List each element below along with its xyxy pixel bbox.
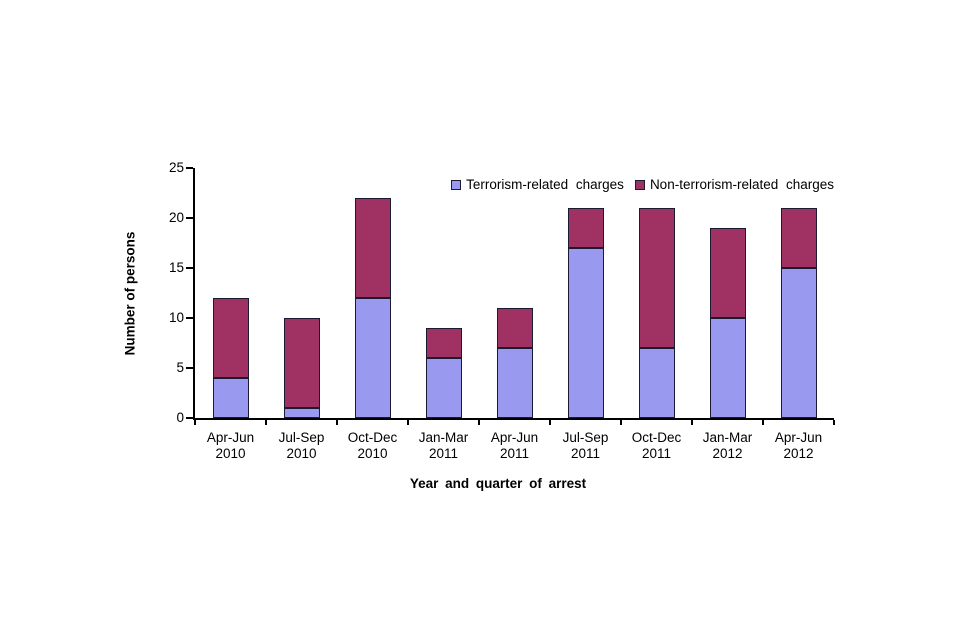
- y-tick-label: 25: [168, 160, 184, 175]
- bar-segment-terrorism: [567, 248, 604, 418]
- plot-area: 0 5 10 15 20 25 Apr-Jun 2010 Jul-Sep 2010 Oct-D…: [169, 160, 835, 461]
- stacked-bar: [496, 308, 533, 418]
- x-tick-mark: [762, 420, 764, 425]
- bar-segment-non-terrorism: [212, 298, 249, 378]
- bar-segment-terrorism: [212, 378, 249, 418]
- stacked-bar: [212, 298, 249, 418]
- bar-segment-non-terrorism: [567, 208, 604, 248]
- stacked-bar: [425, 328, 462, 418]
- x-tick-mark: [833, 420, 835, 425]
- x-tick-mark: [620, 420, 622, 425]
- legend-entry-terrorism: Terrorism-related charges: [451, 177, 624, 192]
- x-tick-mark: [265, 420, 267, 425]
- legend-label-non-terrorism: Non-terrorism-related charges: [649, 177, 834, 192]
- legend-marker-terrorism: [451, 179, 462, 190]
- y-tick-label: 20: [168, 210, 184, 225]
- bar-segment-terrorism: [496, 348, 533, 418]
- y-tick-mark: [186, 217, 193, 219]
- x-tick-mark: [549, 420, 551, 425]
- x-category-label: Oct-Dec 2011: [631, 430, 682, 461]
- x-tick-mark: [691, 420, 693, 425]
- y-tick-label: 15: [168, 260, 184, 275]
- x-category-label: Jan-Mar 2012: [702, 430, 753, 461]
- x-category-label: Apr-Jun 2011: [490, 430, 539, 461]
- x-category-label: Apr-Jun 2012: [774, 430, 823, 461]
- y-tick-mark: [186, 367, 193, 369]
- legend-label-terrorism: Terrorism-related charges: [466, 177, 624, 192]
- x-axis-title: Year and quarter of arrest: [409, 476, 587, 491]
- bar-segment-non-terrorism: [354, 198, 391, 298]
- legend-marker-non-terrorism: [634, 179, 645, 190]
- bar-segment-terrorism: [638, 348, 675, 418]
- stacked-bar: [709, 228, 746, 418]
- y-tick-label: 5: [176, 360, 184, 375]
- y-tick-mark: [186, 167, 193, 169]
- bar-segment-non-terrorism: [283, 318, 320, 408]
- y-tick-mark: [186, 417, 193, 419]
- x-category-label: Apr-Jun 2010: [206, 430, 255, 461]
- bar-segment-terrorism: [425, 358, 462, 418]
- x-category-label: Jul-Sep 2010: [278, 430, 325, 461]
- bar-segment-non-terrorism: [425, 328, 462, 358]
- y-tick-mark: [186, 317, 193, 319]
- x-category-label: Oct-Dec 2010: [347, 430, 398, 461]
- x-category-label: Jan-Mar 2011: [418, 430, 469, 461]
- bar-segment-non-terrorism: [638, 208, 675, 348]
- legend-entry-non-terrorism: Non-terrorism-related charges: [634, 177, 834, 192]
- x-tick-mark: [336, 420, 338, 425]
- bar-segment-terrorism: [283, 408, 320, 418]
- x-tick-mark: [407, 420, 409, 425]
- bar-segment-terrorism: [780, 268, 817, 418]
- y-axis-title: Number of persons: [122, 231, 138, 356]
- y-tick-label: 10: [168, 310, 184, 325]
- legend: Terrorism-related charges Non-terrorism-…: [451, 177, 834, 192]
- stacked-bar: [354, 198, 391, 418]
- bar-segment-terrorism: [709, 318, 746, 418]
- x-tick-mark: [194, 420, 196, 425]
- stacked-bar: [780, 208, 817, 418]
- bar-segment-non-terrorism: [496, 308, 533, 348]
- x-category-label: Jul-Sep 2011: [562, 430, 609, 461]
- y-tick-mark: [186, 267, 193, 269]
- bar-segment-terrorism: [354, 298, 391, 418]
- stacked-bar: [567, 208, 604, 418]
- x-tick-mark: [478, 420, 480, 425]
- stacked-bar: [638, 208, 675, 418]
- y-tick-label: 0: [176, 410, 184, 425]
- stacked-bar: [283, 318, 320, 418]
- bar-segment-non-terrorism: [709, 228, 746, 318]
- bar-segment-non-terrorism: [780, 208, 817, 268]
